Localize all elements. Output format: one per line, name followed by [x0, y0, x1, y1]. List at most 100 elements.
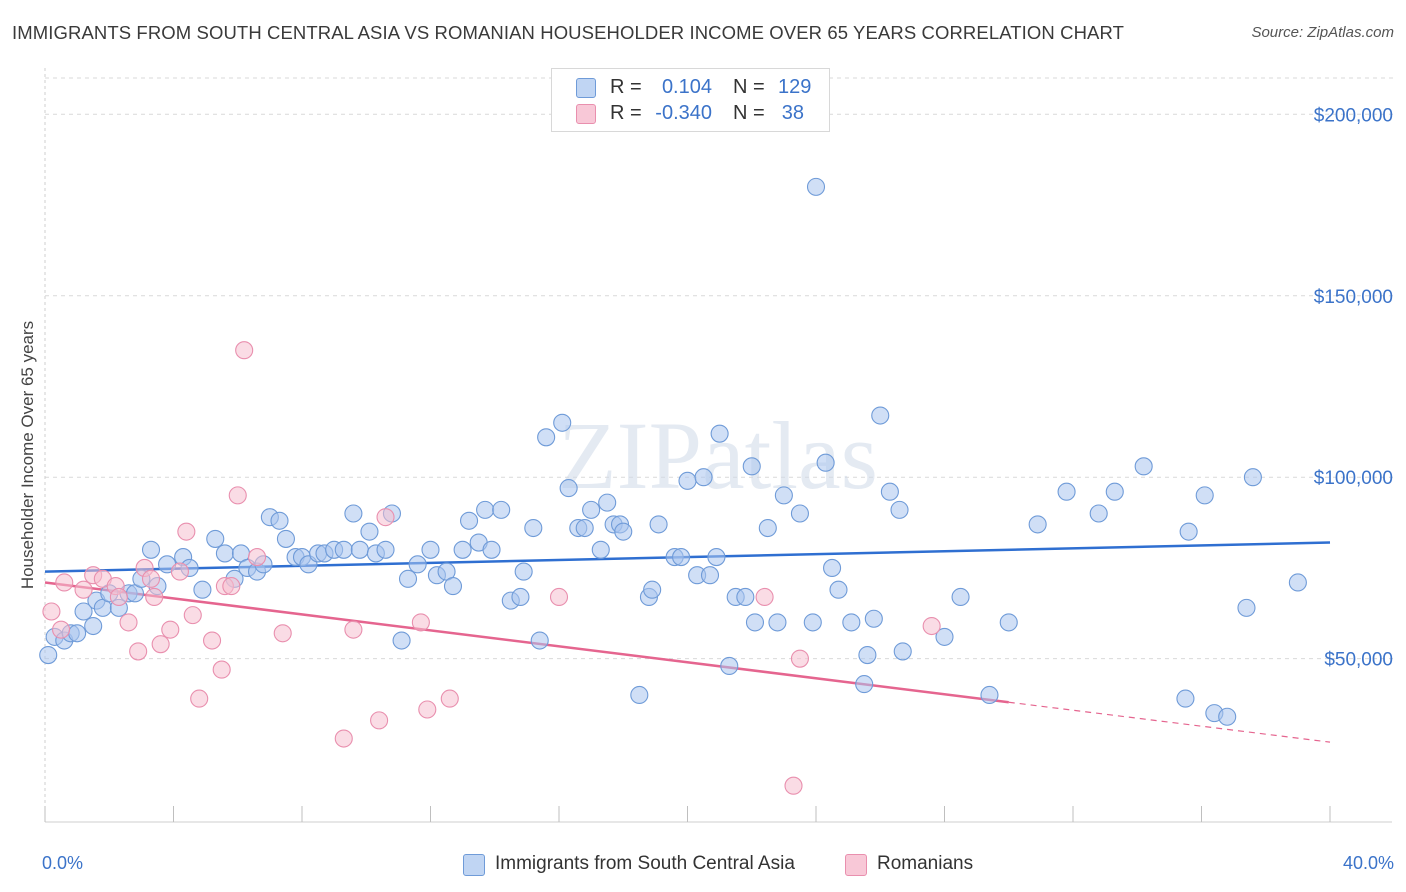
- legend-n-value: 129: [778, 76, 812, 98]
- point-blue: [823, 558, 842, 578]
- point-blue: [1288, 573, 1307, 592]
- legend-n-value: 38: [781, 102, 804, 124]
- point-blue: [524, 518, 543, 538]
- point-pink: [411, 613, 430, 632]
- chart-title: IMMIGRANTS FROM SOUTH CENTRAL ASIA VS RO…: [12, 22, 1124, 43]
- point-blue: [880, 482, 899, 501]
- point-pink: [203, 631, 222, 650]
- point-layer: [39, 177, 1307, 795]
- point-pink: [170, 562, 189, 581]
- point-blue: [492, 500, 511, 519]
- point-blue: [443, 577, 463, 596]
- point-blue: [707, 548, 726, 567]
- point-blue: [736, 587, 755, 607]
- point-blue: [999, 613, 1018, 632]
- point-pink: [129, 642, 148, 661]
- point-blue: [392, 631, 411, 650]
- point-blue: [829, 580, 848, 599]
- correlation-legend: R = 0.104 N = 129 R = -0.340 N = 38: [551, 68, 830, 132]
- point-blue: [1105, 482, 1124, 501]
- legend-r-label: R =: [610, 102, 642, 124]
- point-pink: [418, 700, 437, 719]
- point-blue: [790, 504, 809, 523]
- legend-n-label: N =: [733, 76, 765, 98]
- point-pink: [755, 587, 774, 607]
- legend-row-blue: R = 0.104 N = 129: [552, 75, 829, 101]
- trend-line-pink-extension: [1008, 701, 1331, 743]
- point-blue: [350, 540, 369, 559]
- point-blue: [643, 580, 662, 599]
- label-layer: $50,000 $100,000 $150,000 $200,000 0.0% 40.0%: [42, 105, 1394, 873]
- point-blue: [482, 540, 501, 559]
- point-blue: [1218, 707, 1237, 726]
- point-blue: [360, 522, 379, 541]
- point-blue: [614, 522, 633, 541]
- source-label: Source: ZipAtlas.com: [1251, 24, 1394, 41]
- point-blue: [1176, 689, 1195, 708]
- point-blue: [514, 562, 533, 581]
- point-pink: [549, 587, 569, 607]
- point-blue: [855, 675, 874, 694]
- point-blue: [270, 511, 289, 530]
- point-blue: [980, 685, 999, 705]
- point-blue: [421, 540, 440, 559]
- point-blue: [530, 631, 549, 650]
- point-pink: [151, 635, 170, 654]
- point-blue: [206, 529, 225, 548]
- point-pink: [222, 577, 241, 596]
- point-blue: [39, 646, 58, 665]
- point-pink: [161, 620, 180, 639]
- point-blue: [334, 540, 353, 559]
- point-blue: [453, 540, 472, 559]
- legend-r-value: 0.104: [661, 76, 712, 98]
- point-blue: [858, 646, 877, 665]
- point-blue: [816, 453, 835, 472]
- point-blue: [141, 540, 161, 559]
- point-pink: [183, 606, 202, 625]
- y-tick-label: $50,000: [1324, 650, 1393, 671]
- point-pink: [177, 522, 196, 541]
- point-pink: [334, 729, 353, 748]
- point-blue: [694, 468, 713, 487]
- point-blue: [1179, 522, 1198, 541]
- point-pink: [370, 711, 389, 730]
- point-blue: [768, 613, 787, 632]
- point-pink: [247, 548, 267, 567]
- point-pink: [52, 620, 71, 639]
- legend-r-value: -0.340: [655, 102, 712, 124]
- point-blue: [649, 515, 668, 534]
- point-blue: [582, 500, 601, 519]
- point-blue: [215, 544, 234, 563]
- point-pink: [922, 616, 941, 636]
- point-blue: [344, 504, 363, 523]
- point-blue: [598, 493, 617, 512]
- y-tick-label: $150,000: [1314, 287, 1393, 308]
- point-blue: [511, 587, 530, 607]
- point-blue: [276, 529, 295, 548]
- point-blue: [890, 500, 909, 519]
- point-pink: [145, 587, 164, 607]
- legend-swatch-blue: [576, 78, 596, 98]
- y-tick-label: $200,000: [1314, 105, 1393, 126]
- point-blue: [575, 518, 594, 538]
- point-blue: [745, 613, 765, 632]
- trend-line-pink: [44, 581, 1009, 704]
- point-blue: [68, 624, 87, 643]
- point-blue: [1057, 482, 1076, 501]
- point-blue: [951, 587, 970, 607]
- point-blue: [630, 685, 649, 705]
- axis-layer: [44, 68, 1392, 823]
- point-pink: [190, 689, 209, 708]
- point-blue: [376, 540, 395, 559]
- bottom-legend-label-pink: Romanians: [877, 853, 974, 874]
- point-blue: [803, 613, 822, 632]
- point-pink: [119, 613, 138, 632]
- point-blue: [678, 471, 697, 490]
- point-pink: [141, 569, 161, 588]
- point-blue: [537, 428, 556, 447]
- x-tick-label: 0.0%: [42, 853, 83, 873]
- point-pink: [376, 508, 395, 527]
- point-blue: [1195, 486, 1214, 505]
- point-blue: [774, 486, 793, 505]
- point-blue: [459, 511, 479, 530]
